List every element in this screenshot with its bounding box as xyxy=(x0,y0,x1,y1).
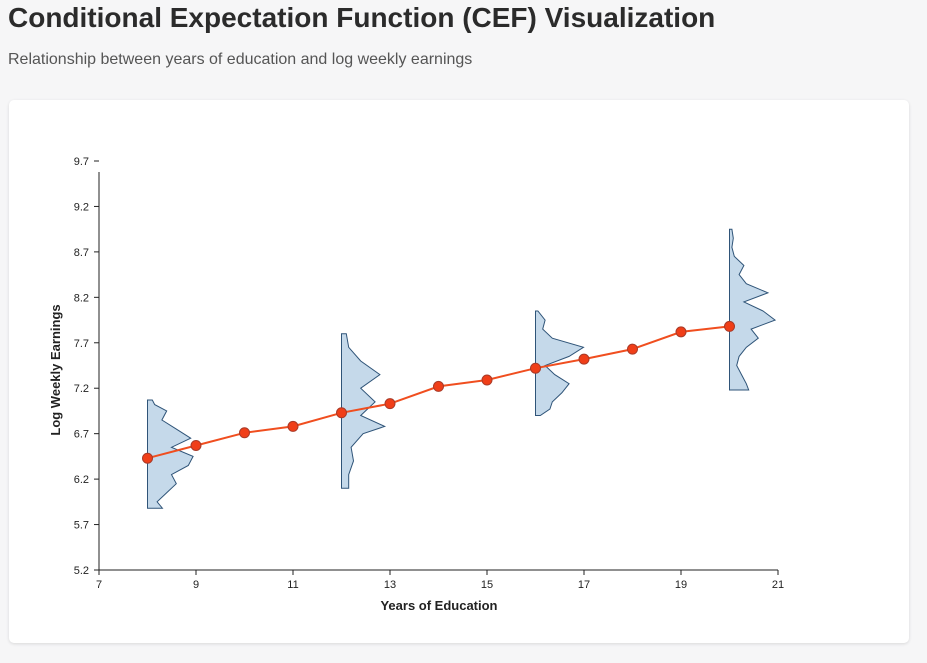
x-tick-label: 21 xyxy=(772,579,784,591)
y-tick-label: 5.2 xyxy=(74,565,89,577)
x-tick-label: 7 xyxy=(96,579,102,591)
cef-point xyxy=(336,407,347,419)
x-axis-title: Years of Education xyxy=(380,598,497,613)
y-tick-label: 9.7 xyxy=(74,156,89,168)
cef-point xyxy=(627,343,638,355)
x-tick-label: 15 xyxy=(481,579,493,591)
x-tick-label: 13 xyxy=(384,579,396,591)
x-tick-label: 9 xyxy=(193,579,199,591)
distribution-16-years xyxy=(535,310,585,416)
page-subtitle: Relationship between years of education … xyxy=(8,51,473,68)
axes: 7 9 11 13 15 17 19 21 5.2 5.7 6.2 6.7 7.2 7.7 8.2 8.7 9.… xyxy=(74,156,784,591)
cef-point xyxy=(287,420,299,432)
cef-point xyxy=(190,439,202,451)
y-tick-label: 8.7 xyxy=(74,247,89,259)
y-tick-label: 8.2 xyxy=(74,292,89,304)
x-tick-label: 11 xyxy=(287,579,298,591)
cef-chart: 7 9 11 13 15 17 19 21 5.2 5.7 6.2 6.7 7.2 7.7 8.2 8.7 9.… xyxy=(48,156,784,613)
y-tick-label: 6.7 xyxy=(74,429,89,441)
cef-line-layer xyxy=(142,320,735,464)
chart-card: 7 9 11 13 15 17 19 21 5.2 5.7 6.2 6.7 7.2 7.7 8.2 8.7 9.… xyxy=(9,100,909,643)
distribution-layer xyxy=(147,228,777,509)
y-tick-label: 7.7 xyxy=(74,338,89,350)
y-axis-title: Log Weekly Earnings xyxy=(48,304,63,435)
cef-point xyxy=(384,398,396,410)
page-title: Conditional Expectation Function (CEF) V… xyxy=(8,2,716,33)
x-tick-label: 17 xyxy=(578,579,590,591)
cef-point xyxy=(578,353,590,365)
x-tick-label: 19 xyxy=(675,579,687,591)
distribution-8-years xyxy=(147,399,194,509)
y-tick-label: 7.2 xyxy=(74,383,89,395)
cef-point xyxy=(675,326,687,338)
cef-line xyxy=(147,325,730,460)
cef-point xyxy=(433,380,444,392)
cef-point xyxy=(239,427,250,439)
y-tick-label: 9.2 xyxy=(74,201,89,213)
y-tick-label: 6.2 xyxy=(74,474,89,486)
cef-point xyxy=(530,362,541,374)
cef-point xyxy=(481,374,493,386)
distribution-20-years xyxy=(729,228,777,391)
cef-point xyxy=(142,452,153,464)
y-tick-label: 5.7 xyxy=(74,520,89,532)
cef-point xyxy=(724,320,735,332)
